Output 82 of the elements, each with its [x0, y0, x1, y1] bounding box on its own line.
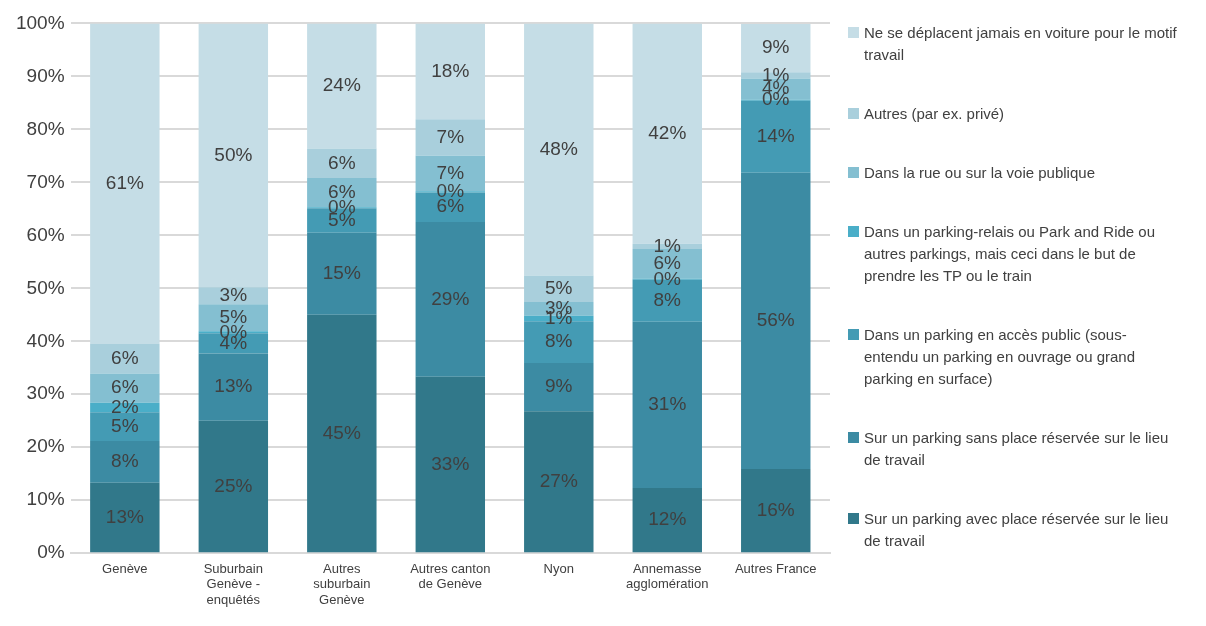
legend-label: Autres (par ex. privé) — [864, 104, 1005, 124]
x-tick-label: Autres suburbain Genève — [313, 560, 371, 607]
y-tick-label: 40% — [26, 329, 65, 351]
bar — [90, 343, 160, 374]
data-label: 29% — [431, 287, 470, 309]
bar — [524, 363, 594, 412]
x-tick-label: Genève — [102, 560, 148, 576]
x-tick-label: Suburbain Genève - enquêtés — [203, 560, 263, 607]
legend-label: Dans la rue ou sur la voie publique — [864, 163, 1095, 183]
bar — [415, 23, 486, 120]
legend-label: Dans un parking en accès public (sous-entendu un parking en ouvrage ou grand parking en surface) — [864, 325, 1137, 389]
y-tick-label: 20% — [26, 435, 65, 457]
data-label: 8% — [111, 450, 139, 472]
bar — [307, 314, 377, 553]
x-tick-label: Annemasse agglomération — [626, 560, 709, 592]
data-label: 50% — [214, 143, 253, 165]
y-tick-label: 70% — [26, 170, 65, 192]
y-tick-label: 80% — [26, 117, 65, 139]
x-tick-label: Nyon — [543, 560, 574, 576]
bar — [198, 23, 269, 288]
bar — [307, 23, 377, 149]
data-label: 9% — [762, 36, 790, 58]
y-tick-label: 50% — [26, 276, 65, 298]
bar — [415, 376, 486, 553]
data-label: 42% — [648, 121, 687, 143]
data-label: 3% — [219, 283, 248, 305]
data-label: 25% — [214, 474, 253, 496]
data-label: 5% — [545, 277, 573, 299]
data-label: 15% — [322, 261, 361, 283]
bar — [741, 172, 811, 469]
bar — [524, 23, 594, 276]
bar — [90, 23, 160, 344]
bar — [415, 222, 486, 377]
data-label: 45% — [322, 421, 361, 443]
legend-label: Ne se déplacent jamais en voiture pour le motif travail — [864, 23, 1178, 65]
data-label: 56% — [756, 309, 795, 331]
x-tick-label: Autres France — [734, 560, 817, 576]
bar — [90, 482, 160, 553]
data-label: 27% — [539, 469, 578, 491]
y-tick-label: 90% — [26, 64, 65, 86]
data-label: 6% — [111, 376, 139, 398]
data-label: 5% — [111, 414, 139, 436]
data-label: 9% — [545, 375, 573, 397]
data-label: 6% — [111, 347, 139, 368]
data-label: 16% — [756, 498, 795, 520]
data-label: 31% — [648, 393, 687, 415]
data-label: 12% — [648, 508, 687, 530]
y-tick-label: 0% — [37, 541, 65, 563]
data-label: 61% — [105, 171, 144, 193]
y-tick-label: 100% — [15, 11, 65, 33]
y-tick-label: 30% — [26, 382, 65, 404]
bar — [415, 119, 486, 156]
data-label: 48% — [539, 137, 578, 159]
bar — [524, 411, 594, 553]
legend-label: Sur un parking avec place réservée sur le lieu de travail — [864, 509, 1170, 551]
data-label: 7% — [436, 125, 465, 147]
data-label: 14% — [756, 125, 795, 147]
data-label: 6% — [328, 151, 356, 173]
data-label: 33% — [431, 452, 470, 474]
data-label: 8% — [653, 288, 682, 310]
legend-label: Dans un parking-relais ou Park and Ride ou autres parkings, mais ceci dans le but de prendre les TP ou le train — [864, 222, 1156, 286]
data-label: 13% — [105, 505, 144, 527]
y-tick-label: 10% — [26, 488, 65, 510]
bar — [741, 468, 811, 553]
bar — [198, 353, 269, 421]
bar — [90, 440, 160, 483]
data-label: 24% — [322, 74, 361, 96]
data-label: 7% — [436, 161, 465, 183]
bar — [307, 148, 377, 179]
x-tick-label: Autres canton de Genève — [410, 560, 491, 592]
y-tick-label: 60% — [26, 223, 65, 245]
data-label: 2% — [111, 395, 139, 417]
bar — [307, 232, 377, 315]
data-label: 18% — [431, 59, 470, 81]
data-label: 8% — [545, 330, 573, 352]
bar — [632, 321, 702, 489]
data-label: 1% — [653, 234, 682, 256]
bar — [90, 412, 160, 441]
bar — [632, 488, 702, 553]
bar — [198, 420, 269, 553]
data-label: 13% — [214, 375, 253, 397]
legend-label: Sur un parking sans place réservée sur le lieu de travail — [864, 428, 1170, 470]
